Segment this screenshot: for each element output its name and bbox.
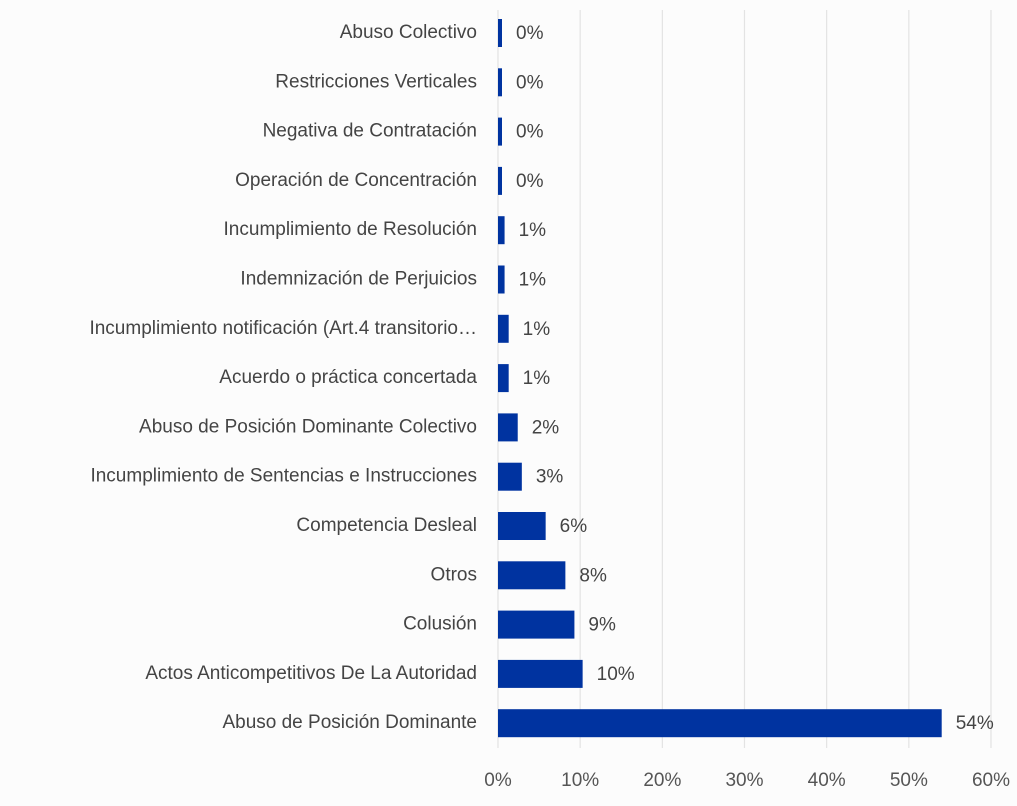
bar [498, 117, 502, 146]
bars [498, 19, 942, 738]
x-tick-label: 0% [484, 770, 512, 791]
gridlines [497, 10, 992, 748]
value-label: 1% [519, 220, 547, 241]
category-label: Incumplimiento notificación (Art.4 trans… [89, 318, 477, 339]
category-label: Actos Anticompetitivos De La Autoridad [145, 663, 477, 684]
bar [498, 659, 583, 688]
value-label: 3% [536, 467, 564, 488]
bar [498, 561, 566, 590]
category-label: Incumplimiento de Resolución [224, 219, 477, 240]
bar [498, 610, 575, 639]
bar [498, 413, 518, 442]
x-axis-ticks: 0% 10% 20% 30% 40% 50% 60% [484, 770, 1010, 791]
value-label: 8% [579, 565, 607, 586]
category-label: Abuso Colectivo [340, 22, 477, 43]
category-label: Competencia Desleal [296, 515, 477, 536]
category-label: Abuso de Posición Dominante [222, 712, 477, 733]
bar [498, 709, 942, 738]
value-label: 1% [523, 319, 551, 340]
category-label: Incumplimiento de Sentencias e Instrucci… [90, 466, 477, 487]
category-labels: Abuso Colectivo Restricciones Verticales N… [89, 22, 477, 733]
value-label: 0% [516, 72, 544, 93]
value-label: 0% [516, 171, 544, 192]
x-tick-label: 10% [561, 770, 599, 791]
x-tick-label: 30% [725, 770, 763, 791]
bar [498, 462, 522, 491]
category-label: Restricciones Verticales [275, 71, 477, 92]
category-label: Operación de Concentración [235, 170, 477, 191]
x-tick-label: 40% [808, 770, 846, 791]
bar [498, 166, 502, 195]
bar [498, 216, 505, 245]
category-label: Indemnización de Perjuicios [240, 269, 477, 290]
value-label: 6% [560, 516, 588, 537]
category-label: Otros [431, 564, 477, 585]
value-label: 0% [516, 122, 544, 143]
bar [498, 68, 502, 97]
value-label: 54% [956, 713, 994, 734]
x-tick-label: 20% [643, 770, 681, 791]
bar [498, 314, 509, 343]
value-label: 1% [519, 270, 547, 291]
x-tick-label: 60% [972, 770, 1010, 791]
category-label: Colusión [403, 614, 477, 635]
value-label: 1% [523, 368, 551, 389]
category-label: Negativa de Contratación [263, 121, 477, 142]
category-label: Abuso de Posición Dominante Colectivo [139, 416, 477, 437]
value-label: 10% [597, 664, 635, 685]
value-labels: 0% 0% 0% 0% 1% 1% 1% 1% 2% 3% 6% 8% 9% 10% 54% [516, 23, 994, 734]
bar [498, 512, 546, 540]
x-tick-label: 50% [890, 770, 928, 791]
value-label: 2% [532, 417, 560, 438]
bar [498, 265, 505, 294]
bar [498, 19, 502, 47]
value-label: 0% [516, 23, 544, 44]
category-label: Acuerdo o práctica concertada [219, 367, 477, 388]
bar [498, 364, 509, 393]
value-label: 9% [588, 615, 616, 636]
